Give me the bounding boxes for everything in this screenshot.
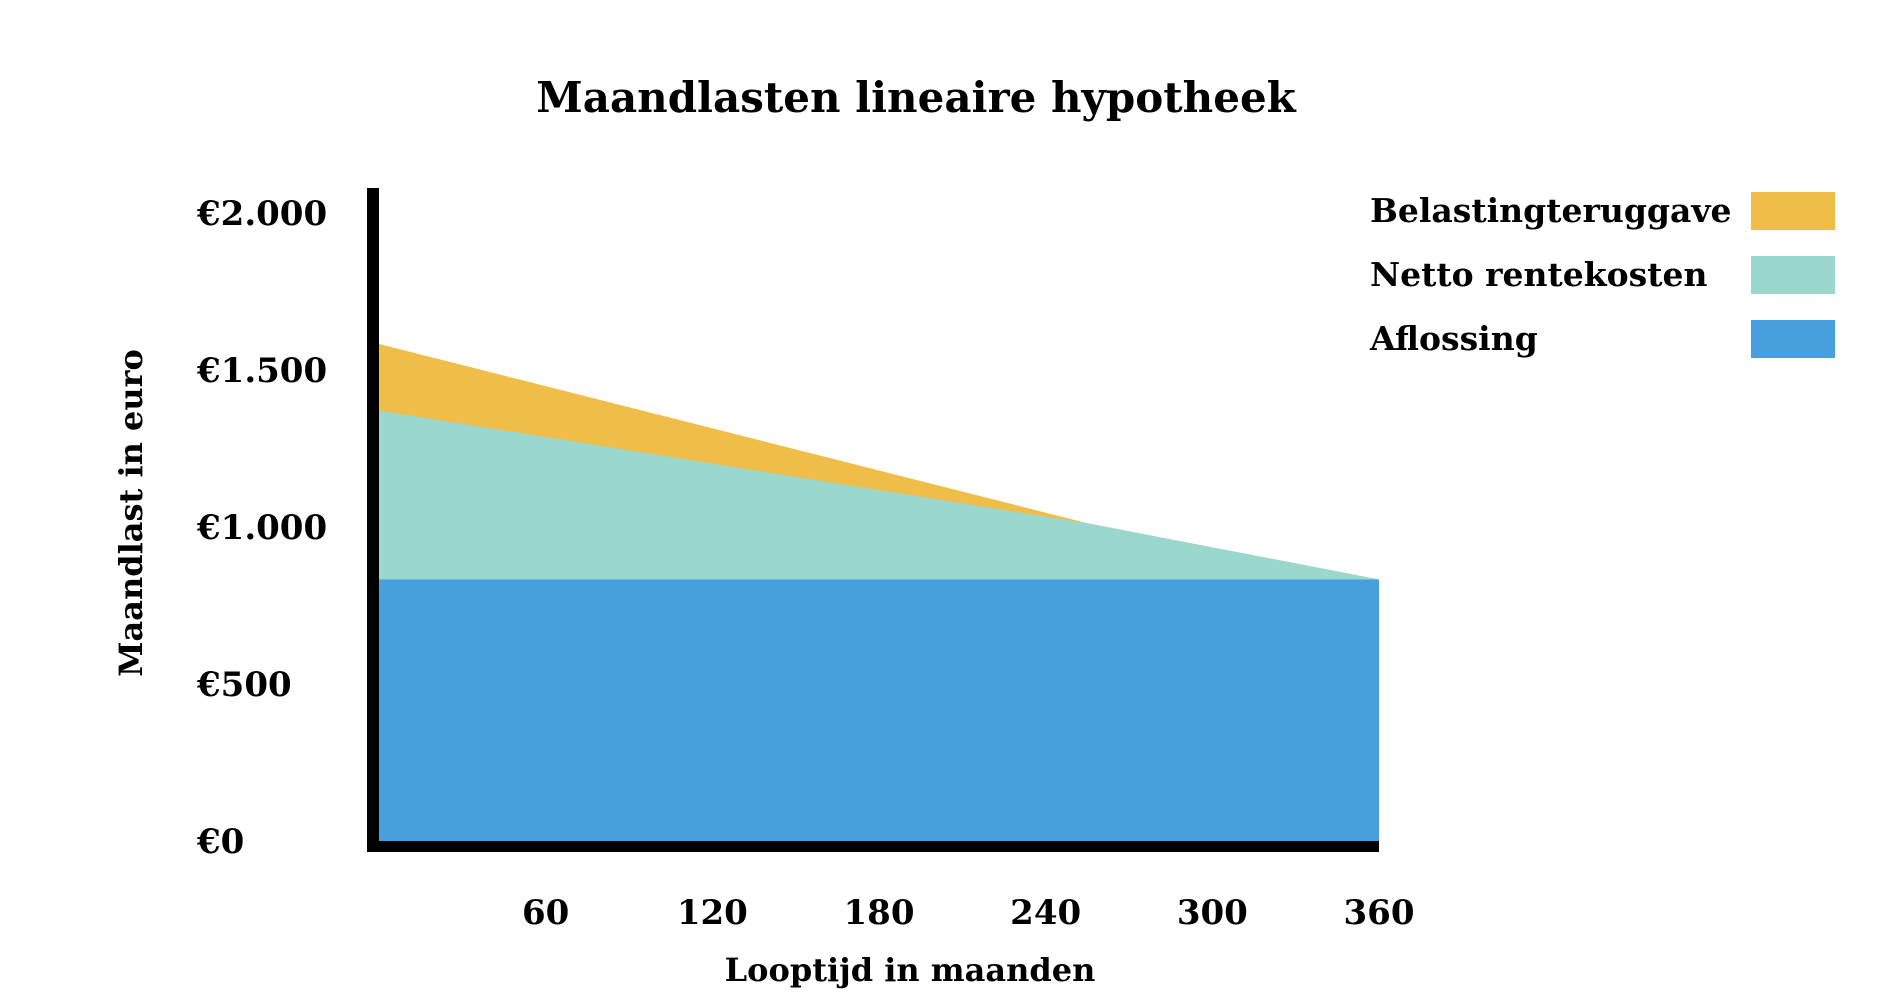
y-tick-label: €2.000: [196, 194, 327, 234]
x-tick-label: 60: [522, 893, 569, 933]
y-tick-labels: €0 €500 €1.000 €1.500 €2.000: [196, 194, 327, 862]
x-tick-labels: 60 120 180 240 300 360: [522, 893, 1414, 933]
legend-label: Belastingteruggave: [1370, 191, 1732, 230]
legend-label: Aflossing: [1369, 319, 1538, 358]
x-tick-label: 240: [1010, 893, 1081, 933]
x-axis-label: Looptijd in maanden: [725, 951, 1096, 989]
legend-swatch: [1751, 320, 1835, 358]
y-tick-label: €1.000: [196, 508, 327, 548]
y-axis-label: Maandlast in euro: [112, 349, 150, 677]
legend-item: Belastingteruggave: [1370, 191, 1835, 230]
legend: Belastingteruggave Netto rentekosten Aflos…: [1369, 191, 1835, 358]
y-axis-line: [367, 188, 379, 852]
area-aflossing: [379, 579, 1379, 841]
x-axis-line: [367, 841, 1379, 852]
x-tick-label: 360: [1344, 893, 1415, 933]
legend-swatch: [1751, 256, 1835, 294]
y-tick-label: €0: [196, 822, 244, 862]
legend-item: Netto rentekosten: [1370, 255, 1835, 294]
x-tick-label: 120: [677, 893, 748, 933]
areas: [379, 343, 1379, 841]
x-tick-label: 180: [844, 893, 915, 933]
x-tick-label: 300: [1177, 893, 1248, 933]
y-tick-label: €500: [196, 665, 292, 705]
legend-label: Netto rentekosten: [1370, 255, 1707, 294]
legend-item: Aflossing: [1369, 319, 1835, 358]
chart-title: Maandlasten lineaire hypotheek: [536, 73, 1296, 122]
y-tick-label: €1.500: [196, 351, 327, 391]
legend-swatch: [1751, 192, 1835, 230]
